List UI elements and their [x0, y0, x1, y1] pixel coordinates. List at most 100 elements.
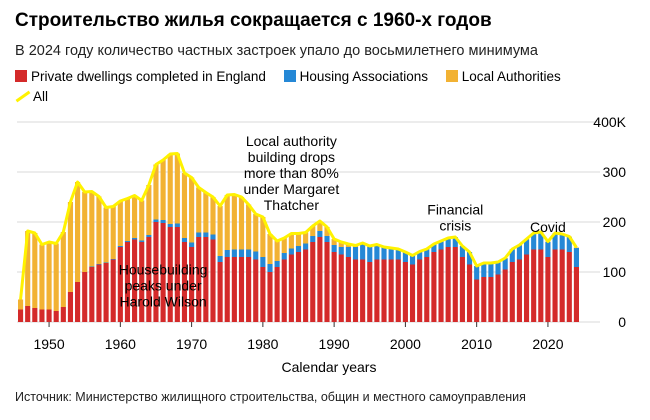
bar-ha-1959 — [110, 259, 116, 260]
bar-la-1977 — [238, 197, 245, 250]
bar-la-1959 — [110, 206, 116, 259]
legend: Private dwellings completed in England H… — [15, 67, 635, 107]
bar-private-1963 — [139, 242, 145, 322]
bar-la-1985 — [295, 233, 302, 246]
annotation-line: Harold Wilson — [120, 294, 207, 310]
bar-private-1984 — [288, 254, 294, 322]
x-tick-label: 1950 — [33, 336, 64, 352]
bar-private-1955 — [82, 272, 88, 322]
bar-private-2008 — [459, 257, 465, 322]
bar-ha-2024 — [573, 248, 579, 267]
bar-la-1955 — [82, 192, 88, 272]
bar-private-2002 — [417, 259, 423, 322]
bar-la-1971 — [196, 187, 202, 233]
bar-private-1996 — [374, 259, 380, 322]
bar-ha-1978 — [246, 249, 252, 257]
chart-subtitle: В 2024 году количество частных застроек … — [15, 43, 538, 59]
bar-private-1978 — [246, 257, 252, 322]
x-axis: 1950 1960 1970 1980 1990 2000 2010 2020 — [33, 322, 564, 352]
bar-private-1988 — [317, 237, 323, 322]
bar-ha-1967 — [167, 224, 173, 227]
bar-ha-2011 — [481, 263, 487, 277]
bar-ha-2010 — [474, 266, 480, 280]
bar-ha-1976 — [231, 249, 237, 257]
bar-private-2000 — [402, 262, 408, 322]
y-tick-label: 300 — [603, 164, 627, 180]
bar-ha-1999 — [395, 249, 401, 260]
bar-private-1950 — [46, 309, 52, 322]
bar-private-1959 — [110, 259, 116, 322]
bar-la-1975 — [224, 195, 230, 250]
bar-private-1965 — [153, 222, 159, 322]
bar-ha-1987 — [310, 236, 316, 242]
bar-ha-1970 — [189, 242, 195, 247]
bar-private-1954 — [75, 282, 81, 322]
bar-private-1973 — [210, 239, 216, 322]
bar-ha-2021 — [552, 233, 558, 250]
bar-ha-2013 — [495, 262, 501, 275]
bar-private-2005 — [438, 249, 444, 322]
source-note: Источник: Министерство жилищного строите… — [15, 390, 526, 404]
bar-ha-2022 — [559, 234, 565, 250]
legend-swatch-local-authorities — [445, 70, 458, 82]
bar-ha-1977 — [238, 249, 245, 257]
annotations: Local authority building drops more than 8… — [119, 133, 566, 310]
bar-private-1993 — [352, 259, 359, 322]
bar-private-1957 — [96, 264, 102, 322]
bar-la-1969 — [181, 173, 188, 238]
bar-la-1951 — [53, 243, 59, 311]
bar-private-1986 — [303, 249, 309, 322]
bar-private-1966 — [160, 223, 166, 322]
bars — [18, 153, 579, 322]
x-tick-label: 1990 — [319, 336, 350, 352]
bar-private-1995 — [367, 262, 373, 322]
x-tick-label: 1960 — [105, 336, 136, 352]
bar-la-1987 — [310, 226, 316, 236]
bar-private-1987 — [310, 242, 316, 322]
bar-ha-1988 — [317, 231, 323, 237]
bar-la-1953 — [67, 202, 74, 292]
bar-ha-1958 — [103, 262, 109, 263]
bar-la-1986 — [303, 232, 309, 244]
bar-ha-1985 — [295, 246, 302, 252]
legend-label-local-authorities: Local Authorities — [461, 69, 561, 84]
legend-label-all: All — [33, 89, 49, 104]
bar-la-1956 — [89, 191, 95, 267]
bar-la-1981 — [267, 234, 273, 264]
bar-private-1949 — [39, 309, 45, 322]
bar-la-1982 — [274, 241, 280, 261]
bar-ha-1990 — [331, 245, 337, 252]
bar-ha-1991 — [338, 247, 344, 255]
bar-la-1954 — [75, 182, 81, 282]
bar-ha-2023 — [566, 237, 572, 252]
bar-ha-2009 — [466, 252, 473, 265]
bar-ha-2015 — [509, 249, 515, 262]
y-axis: 0 100 200 300 400K — [593, 114, 626, 330]
y-tick-label: 200 — [603, 214, 627, 230]
bar-ha-1983 — [281, 253, 287, 260]
bar-ha-1975 — [224, 250, 230, 257]
bar-private-1975 — [224, 257, 230, 322]
bar-private-2011 — [481, 277, 487, 322]
legend-item-housing-associations: Housing Associations — [283, 67, 428, 87]
bar-private-1952 — [60, 307, 66, 322]
bar-private-1967 — [167, 227, 173, 322]
bar-ha-1984 — [288, 248, 294, 255]
bar-la-1957 — [96, 196, 102, 264]
bar-la-1976 — [231, 194, 237, 250]
bar-la-1965 — [153, 164, 159, 220]
bar-la-1967 — [167, 154, 173, 224]
bar-la-1958 — [103, 207, 109, 263]
y-tick-label: 100 — [603, 264, 627, 280]
bar-ha-1981 — [267, 264, 273, 272]
bar-private-1998 — [388, 259, 394, 322]
bar-ha-2000 — [402, 252, 408, 262]
bar-ha-1956 — [89, 266, 95, 267]
bar-ha-1957 — [96, 264, 102, 265]
bar-ha-2014 — [502, 258, 508, 270]
bar-la-1962 — [132, 195, 138, 238]
x-tick-label: 1980 — [247, 336, 278, 352]
bar-private-1979 — [253, 259, 259, 322]
bar-private-1977 — [238, 257, 245, 322]
x-tick-label: 2020 — [532, 336, 563, 352]
